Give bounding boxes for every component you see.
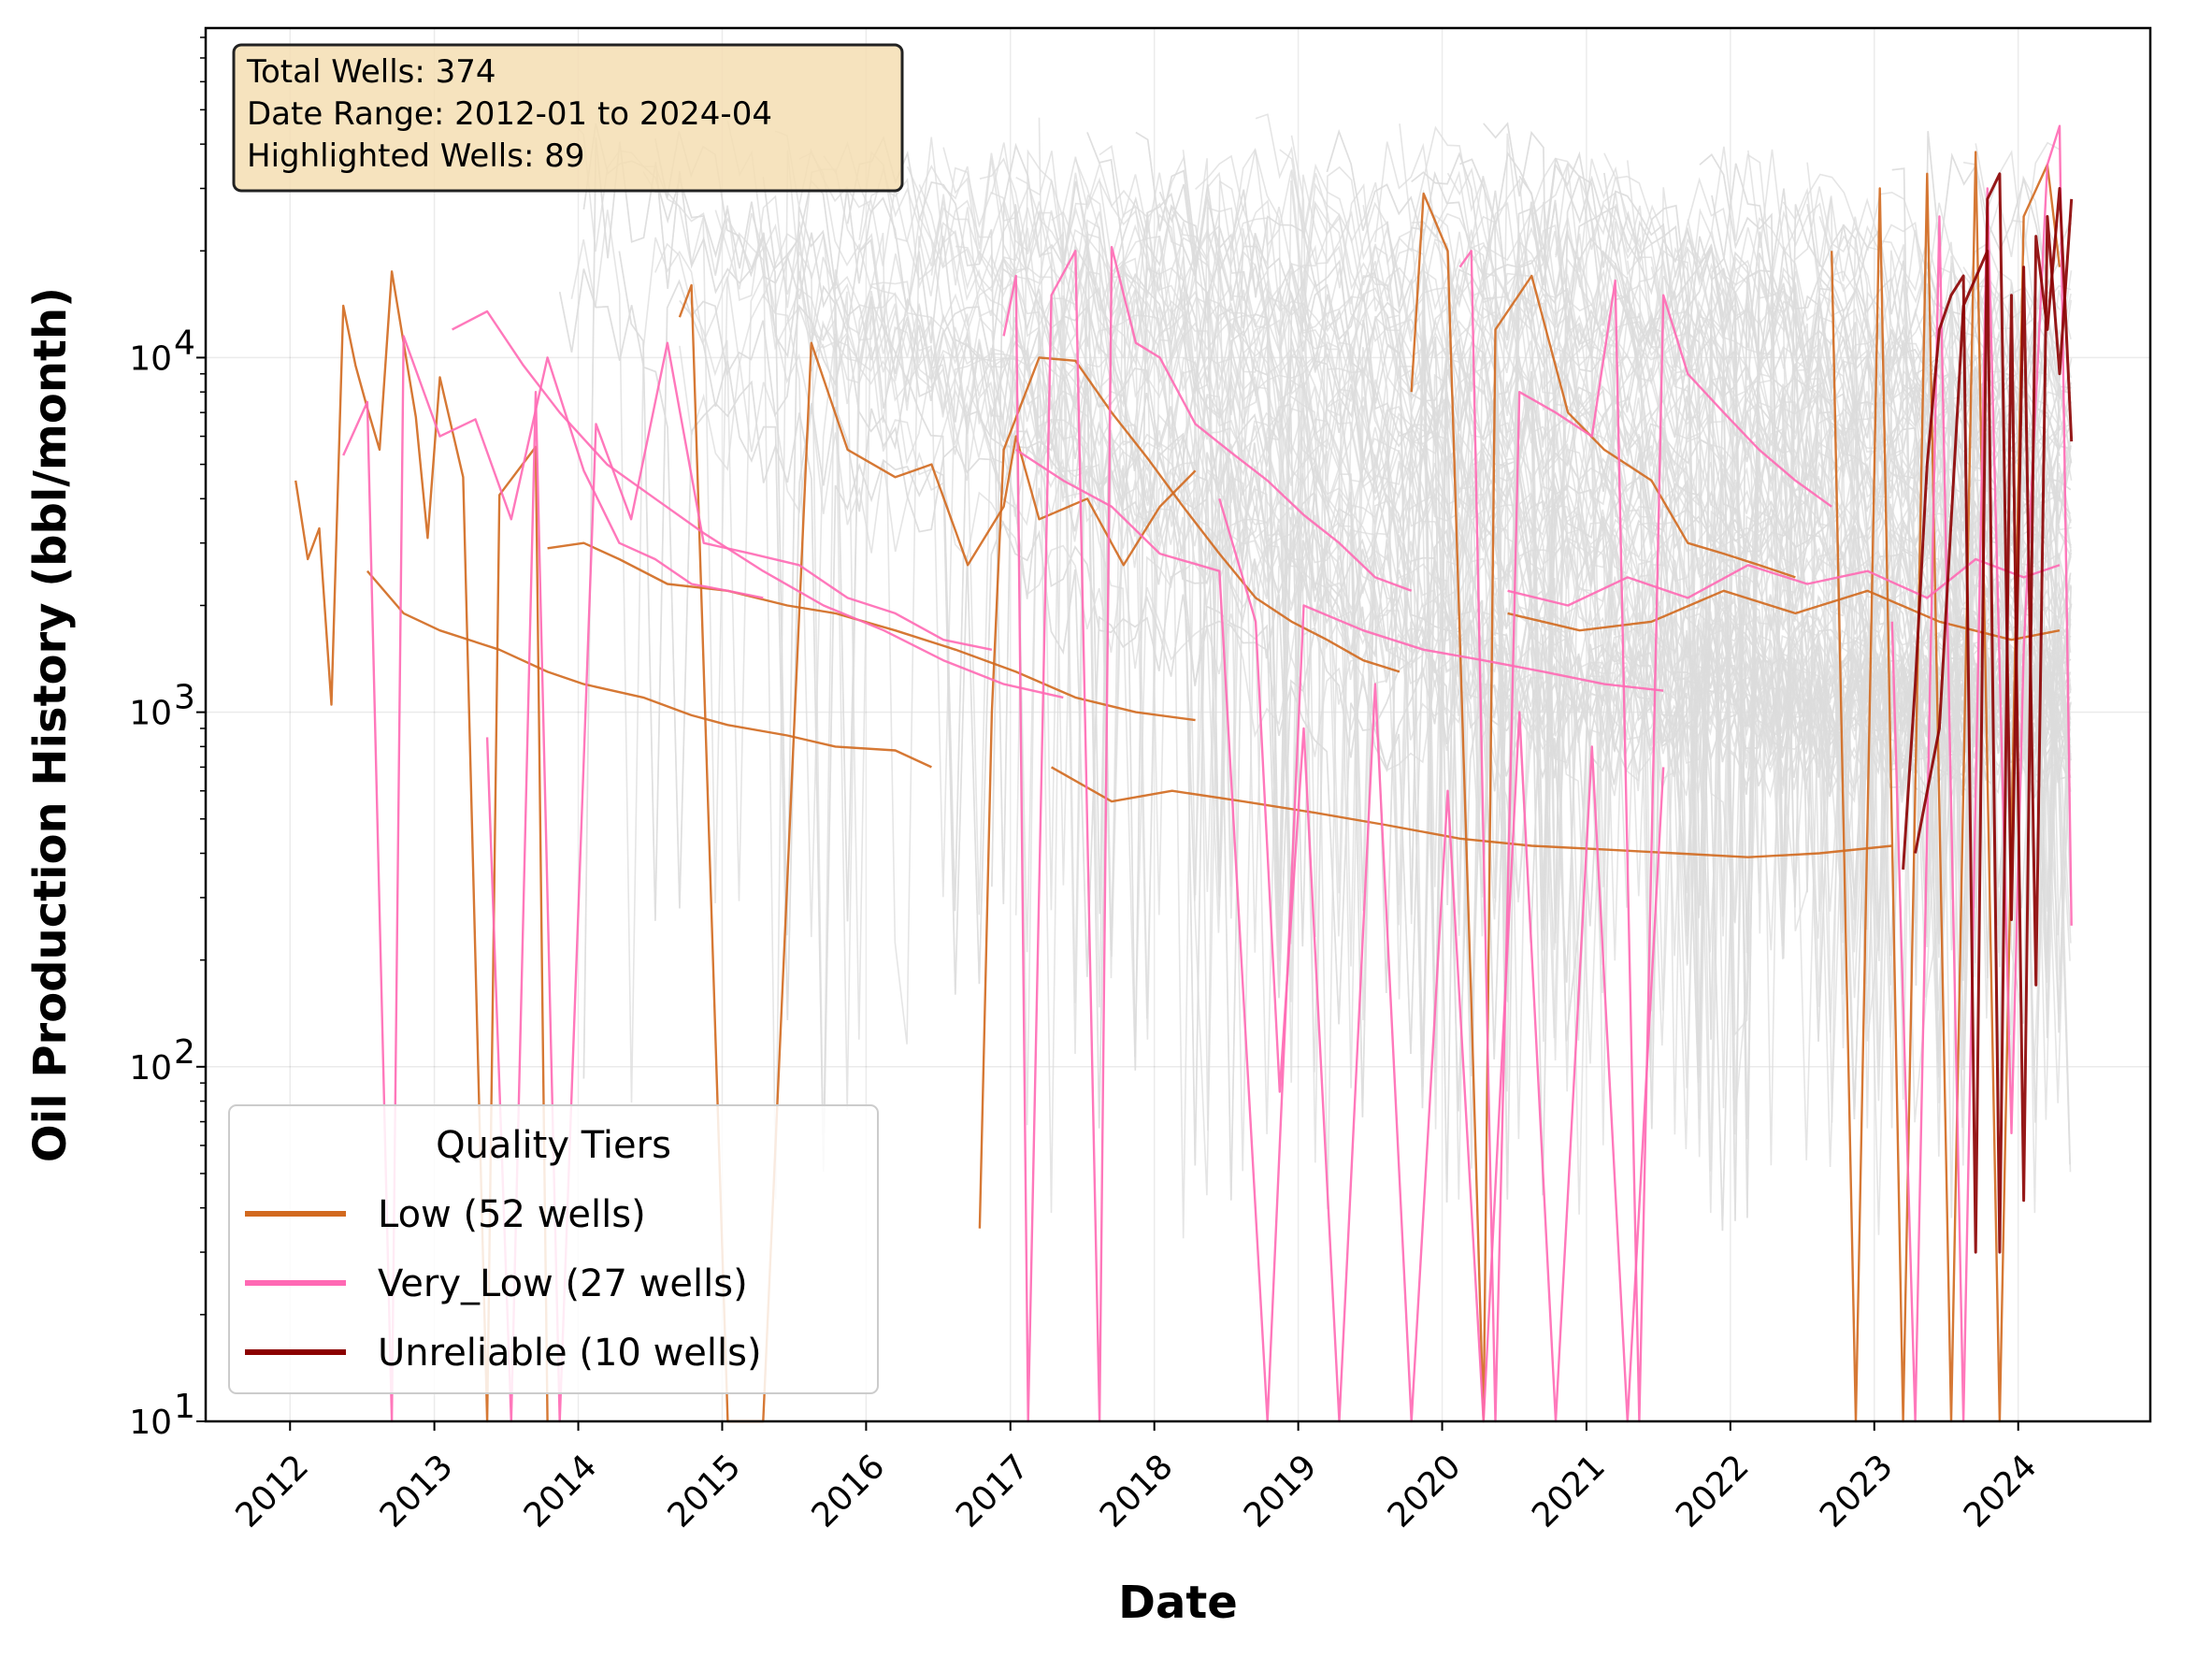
y-tick-exponent: 2 bbox=[174, 1033, 195, 1072]
background-well-line bbox=[582, 122, 2071, 1201]
well-line-unreliable bbox=[1902, 172, 2074, 1254]
background-well-line bbox=[1099, 180, 2072, 986]
background-well-line bbox=[774, 130, 2071, 937]
well-line-very-low bbox=[485, 341, 993, 1423]
background-well-line bbox=[1567, 379, 2073, 1130]
stats-total-wells: Total Wells: 374 bbox=[246, 53, 496, 91]
well-line-very-low bbox=[452, 310, 1064, 699]
y-tick-label: 10 bbox=[129, 1404, 172, 1442]
background-well-line bbox=[942, 147, 2071, 1035]
legend-label-unreliable: Unreliable (10 wells) bbox=[378, 1332, 762, 1375]
background-well-line bbox=[679, 345, 2071, 803]
y-tick-label: 10 bbox=[129, 1049, 172, 1088]
y-tick-exponent: 4 bbox=[174, 324, 195, 362]
legend-box bbox=[228, 1104, 879, 1394]
background-well-line bbox=[1459, 151, 2072, 464]
stats-date-range: Date Range: 2012-01 to 2024-04 bbox=[247, 95, 772, 133]
well-line-unreliable bbox=[1914, 187, 2074, 1254]
stats-box bbox=[232, 43, 904, 193]
y-tick-exponent: 3 bbox=[174, 679, 195, 717]
x-axis-title: Date bbox=[1118, 1577, 1238, 1629]
well-line-low bbox=[1051, 766, 1892, 858]
background-well-line bbox=[558, 268, 2071, 1172]
background-well-line bbox=[1326, 129, 2071, 919]
well-line-low bbox=[366, 569, 932, 769]
background-well-line bbox=[679, 299, 2071, 1021]
background-well-line bbox=[762, 232, 2071, 1064]
legend-title: Quality Tiers bbox=[436, 1124, 671, 1167]
background-well-line bbox=[1818, 216, 2072, 967]
stats-annotation: Total Wells: 374 Date Range: 2012-01 to … bbox=[232, 43, 904, 193]
well-line-very-low bbox=[1458, 250, 1832, 1423]
background-well-line bbox=[1386, 221, 2072, 1049]
background-well-line bbox=[1242, 236, 2072, 1135]
legend-label-low: Low (52 wells) bbox=[378, 1193, 646, 1236]
well-line-very-low bbox=[1890, 124, 2073, 1423]
background-well-line bbox=[1182, 349, 2071, 1041]
background-well-line bbox=[1135, 131, 2072, 1200]
y-axis-title: Oil Production History (bbl/month) bbox=[24, 287, 77, 1162]
background-well-line bbox=[1206, 180, 2072, 987]
well-line-low bbox=[978, 356, 1400, 1229]
y-tick-label: 10 bbox=[129, 695, 172, 733]
background-well-line bbox=[618, 251, 2071, 1112]
y-tick-exponent: 1 bbox=[174, 1388, 195, 1426]
well-line-low bbox=[1410, 192, 1796, 1423]
well-line-very-low bbox=[1015, 448, 1664, 1423]
well-line-very-low bbox=[1218, 497, 1665, 1423]
background-well-line bbox=[762, 176, 2071, 1117]
well-line-low bbox=[547, 541, 1196, 722]
background-well-line bbox=[1086, 132, 2072, 1071]
well-line-very-low bbox=[1002, 246, 1413, 1423]
y-tick-label: 10 bbox=[129, 339, 172, 378]
legend-label-very-low: Very_Low (27 wells) bbox=[378, 1262, 748, 1305]
background-well-line bbox=[1711, 163, 2072, 979]
plot-frame bbox=[204, 26, 2152, 1423]
legend: Quality Tiers Low (52 wells) Very_Low (2… bbox=[228, 1104, 879, 1394]
stats-highlighted-wells: Highlighted Wells: 89 bbox=[247, 137, 584, 175]
background-well-line bbox=[798, 151, 2071, 1071]
background-well-line bbox=[582, 137, 2071, 1232]
background-well-line bbox=[1158, 183, 2072, 915]
background-well-line bbox=[1483, 245, 2072, 1140]
background-well-line bbox=[1014, 149, 2072, 1024]
well-line-low bbox=[1507, 589, 2061, 641]
background-well-line bbox=[1518, 151, 2072, 1221]
